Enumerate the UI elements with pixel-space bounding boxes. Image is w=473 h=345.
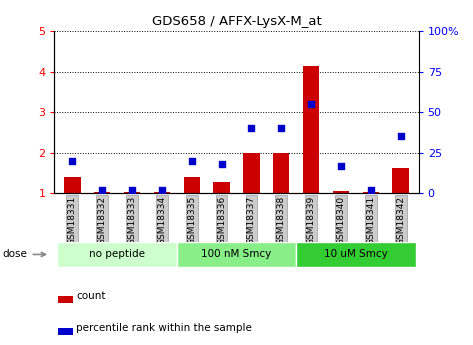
Bar [184,177,200,193]
Point [307,101,315,107]
Text: dose: dose [3,249,45,259]
Point [397,134,404,139]
Bar [64,177,80,193]
Bar [58,296,73,303]
Point [98,187,106,193]
Point [158,187,166,193]
Title: GDS658 / AFFX-LysX-M_at: GDS658 / AFFX-LysX-M_at [152,16,321,29]
Bar [58,328,73,335]
Point [278,126,285,131]
Text: count: count [76,292,105,301]
Bar [393,168,409,193]
Text: no peptide: no peptide [89,249,145,259]
Bar [333,191,349,193]
Bar [243,152,260,193]
Bar [177,241,296,267]
Point [188,158,195,164]
Bar [57,241,177,267]
Bar [296,241,416,267]
Bar [303,66,319,193]
Bar [273,152,289,193]
Text: 10 uM Smcy: 10 uM Smcy [324,249,388,259]
Point [248,126,255,131]
Bar [213,182,230,193]
Point [367,187,375,193]
Point [128,187,136,193]
Text: percentile rank within the sample: percentile rank within the sample [76,323,252,333]
Point [218,161,225,167]
Text: 100 nM Smcy: 100 nM Smcy [201,249,272,259]
Point [69,158,76,164]
Point [337,163,345,168]
